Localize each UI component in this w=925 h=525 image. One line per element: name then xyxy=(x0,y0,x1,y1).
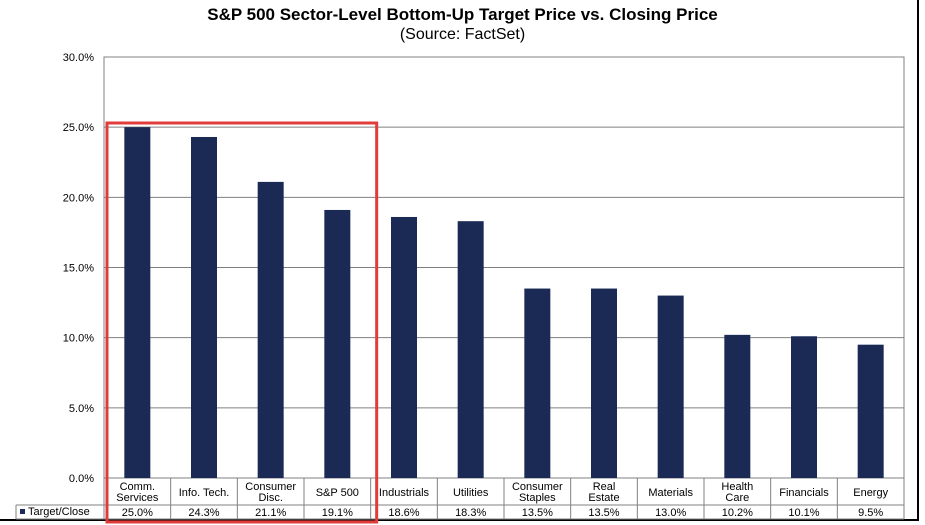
chart-title: S&P 500 Sector-Level Bottom-Up Target Pr… xyxy=(207,5,718,24)
bar xyxy=(457,221,484,478)
category-label: Energy xyxy=(853,487,888,499)
data-label: 10.2% xyxy=(722,507,753,519)
legend-series-name: Target/Close xyxy=(28,506,90,518)
y-tick-label: 20.0% xyxy=(63,192,94,204)
data-label: 10.1% xyxy=(788,507,819,519)
bar xyxy=(857,344,884,478)
bar xyxy=(591,288,617,478)
bar xyxy=(524,288,551,478)
data-label: 21.1% xyxy=(255,507,286,519)
data-label: 9.5% xyxy=(858,507,883,519)
category-label: Financials xyxy=(779,487,829,499)
category-label: Consumer xyxy=(512,481,563,493)
data-label: 18.6% xyxy=(388,507,419,519)
category-label: Health xyxy=(721,481,753,493)
bar xyxy=(191,136,217,479)
category-label: Utilities xyxy=(453,487,489,499)
category-label: S&P 500 xyxy=(316,487,359,499)
data-label: 19.1% xyxy=(322,507,353,519)
y-tick-label: 25.0% xyxy=(63,122,94,134)
category-label: Estate xyxy=(588,492,619,504)
y-tick-label: 30.0% xyxy=(63,52,94,64)
category-label: Services xyxy=(116,492,159,504)
data-label: 13.0% xyxy=(655,507,686,519)
legend-key xyxy=(20,509,25,514)
category-label: Materials xyxy=(648,487,693,499)
data-label: 24.3% xyxy=(188,507,219,519)
chart-subtitle: (Source: FactSet) xyxy=(399,26,526,43)
category-label: Staples xyxy=(519,492,556,504)
bar xyxy=(724,334,751,478)
data-label: 18.3% xyxy=(455,507,486,519)
category-label: Real xyxy=(593,481,616,493)
data-label: 25.0% xyxy=(122,507,153,519)
category-label: Info. Tech. xyxy=(179,487,230,499)
category-label: Care xyxy=(725,492,749,504)
bar xyxy=(257,181,284,478)
bar xyxy=(324,209,351,479)
category-label: Disc. xyxy=(258,492,282,504)
highlight-box xyxy=(105,121,379,524)
y-tick-label: 0.0% xyxy=(69,473,94,485)
y-tick-label: 5.0% xyxy=(69,403,94,415)
category-label: Comm. xyxy=(120,481,155,493)
bar xyxy=(657,295,684,478)
category-label: Industrials xyxy=(379,487,430,499)
bar xyxy=(391,216,417,479)
bar xyxy=(124,127,151,479)
y-tick-label: 10.0% xyxy=(63,333,94,345)
y-tick-label: 15.0% xyxy=(63,263,94,275)
data-label: 13.5% xyxy=(588,507,619,519)
bar xyxy=(791,336,817,478)
category-label: Consumer xyxy=(245,481,296,493)
data-label: 13.5% xyxy=(522,507,553,519)
